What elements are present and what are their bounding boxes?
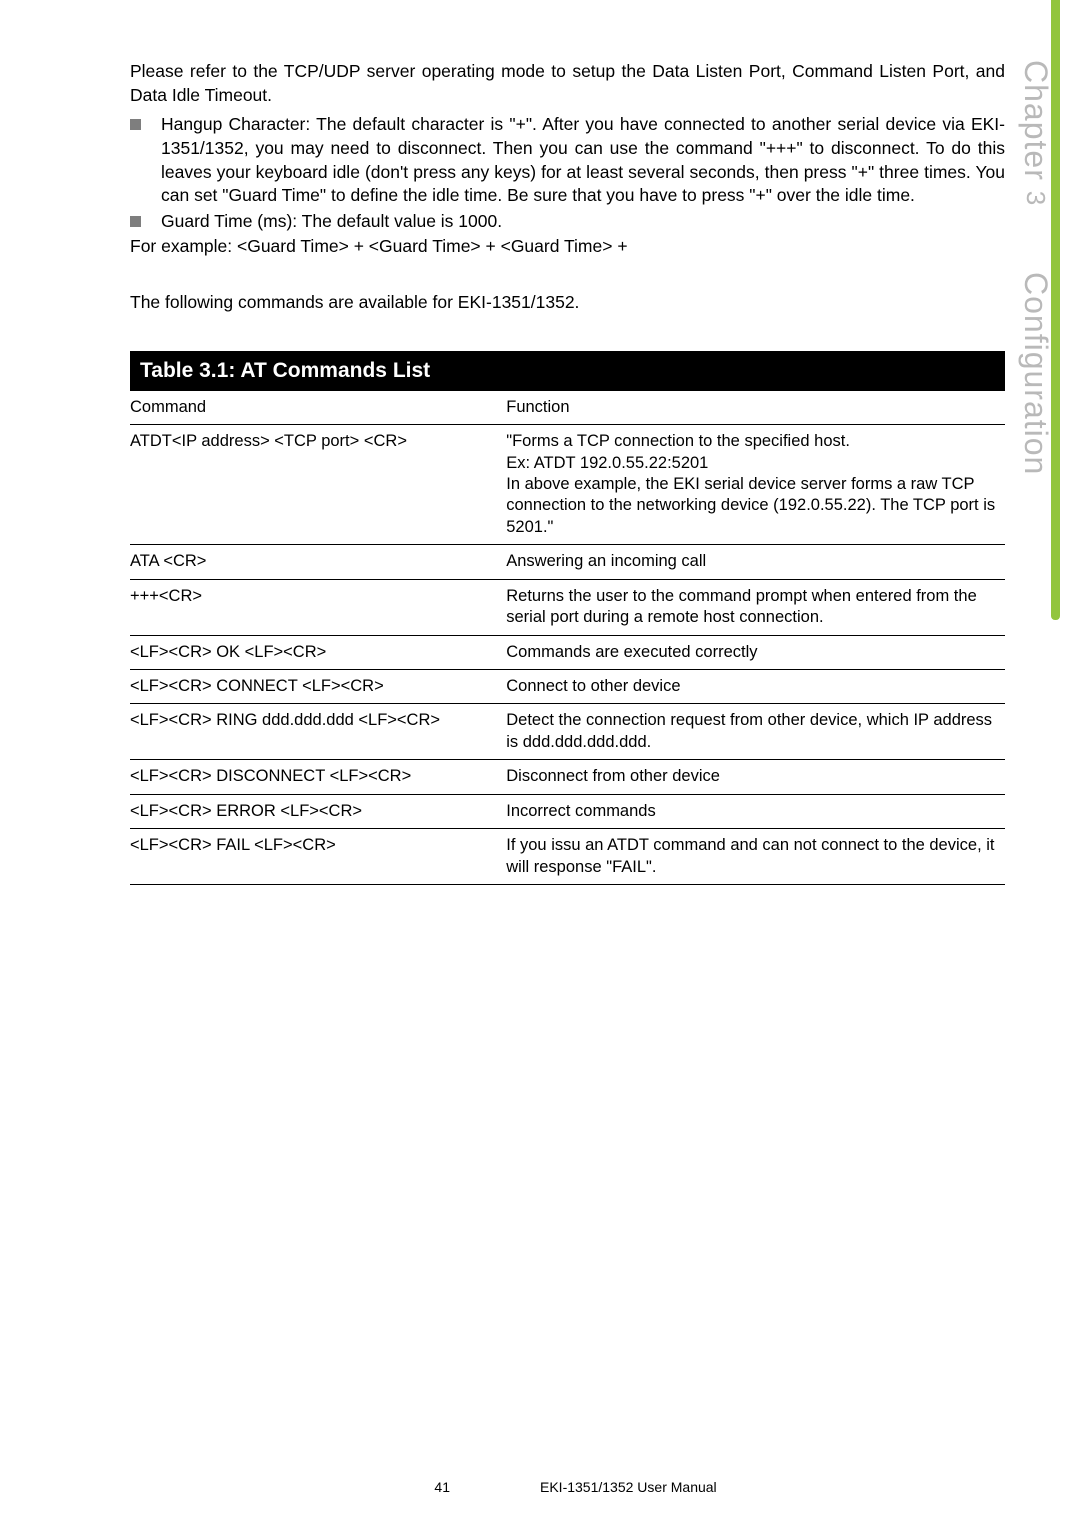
cell-cmd: <LF><CR> ERROR <LF><CR>: [130, 794, 506, 828]
table-row: ATDT<IP address> <TCP port> <CR> "Forms …: [130, 425, 1005, 545]
at-commands-table: Table 3.1: AT Commands List Command Func…: [130, 351, 1005, 885]
bullet-2: Guard Time (ms): The default value is 10…: [130, 210, 1005, 234]
table-row: <LF><CR> OK <LF><CR> Commands are execut…: [130, 635, 1005, 669]
cell-fn: Disconnect from other device: [506, 760, 1005, 794]
cell-fn: "Forms a TCP connection to the specified…: [506, 425, 1005, 545]
cell-cmd: <LF><CR> RING ddd.ddd.ddd <LF><CR>: [130, 704, 506, 760]
side-tab-chapter-word: Chapter: [1018, 60, 1054, 181]
cell-fn: Returns the user to the command prompt w…: [506, 579, 1005, 635]
cell-fn: Detect the connection request from other…: [506, 704, 1005, 760]
cell-fn: If you issu an ATDT command and can not …: [506, 829, 1005, 885]
page-content: Please refer to the TCP/UDP server opera…: [0, 0, 1080, 920]
table-header-row: Command Function: [130, 391, 1005, 425]
intro-para-3: The following commands are available for…: [130, 291, 1005, 315]
page-number: 41: [240, 1479, 540, 1495]
bullet-icon: [130, 216, 141, 227]
intro-para-1: Please refer to the TCP/UDP server opera…: [130, 60, 1005, 107]
page-footer: 41 EKI-1351/1352 User Manual: [0, 1479, 1080, 1495]
table-row: +++<CR> Returns the user to the command …: [130, 579, 1005, 635]
cell-cmd: +++<CR>: [130, 579, 506, 635]
side-tab: Chapter 3 Configuration: [1031, 0, 1080, 620]
bullet-1: Hangup Character: The default character …: [130, 113, 1005, 208]
cell-fn: Incorrect commands: [506, 794, 1005, 828]
bullet-2-text: Guard Time (ms): The default value is 10…: [161, 210, 1005, 234]
cell-cmd: ATDT<IP address> <TCP port> <CR>: [130, 425, 506, 545]
table-row: <LF><CR> ERROR <LF><CR> Incorrect comman…: [130, 794, 1005, 828]
cell-cmd: ATA <CR>: [130, 545, 506, 579]
table-row: <LF><CR> FAIL <LF><CR> If you issu an AT…: [130, 829, 1005, 885]
cell-fn: Connect to other device: [506, 670, 1005, 704]
table-row: <LF><CR> CONNECT <LF><CR> Connect to oth…: [130, 670, 1005, 704]
side-tab-section: Configuration: [1017, 272, 1054, 475]
manual-name: EKI-1351/1352 User Manual: [540, 1479, 840, 1495]
table-row: <LF><CR> DISCONNECT <LF><CR> Disconnect …: [130, 760, 1005, 794]
cell-cmd: <LF><CR> CONNECT <LF><CR>: [130, 670, 506, 704]
th-command: Command: [130, 391, 506, 425]
bullet-icon: [130, 119, 141, 130]
cell-fn: Commands are executed correctly: [506, 635, 1005, 669]
side-tab-three: 3: [1021, 191, 1051, 206]
th-function: Function: [506, 391, 1005, 425]
bullet-1-text: Hangup Character: The default character …: [161, 113, 1005, 208]
cell-cmd: <LF><CR> DISCONNECT <LF><CR>: [130, 760, 506, 794]
cell-cmd: <LF><CR> OK <LF><CR>: [130, 635, 506, 669]
cell-fn: Answering an incoming call: [506, 545, 1005, 579]
cell-cmd: <LF><CR> FAIL <LF><CR>: [130, 829, 506, 885]
side-tab-chapter: Chapter 3: [1017, 60, 1054, 206]
table-title: Table 3.1: AT Commands List: [130, 351, 1005, 391]
intro-para-2: For example: <Guard Time> + <Guard Time>…: [130, 235, 1005, 259]
table-row: ATA <CR> Answering an incoming call: [130, 545, 1005, 579]
table-row: <LF><CR> RING ddd.ddd.ddd <LF><CR> Detec…: [130, 704, 1005, 760]
table-body: Command Function ATDT<IP address> <TCP p…: [130, 391, 1005, 885]
